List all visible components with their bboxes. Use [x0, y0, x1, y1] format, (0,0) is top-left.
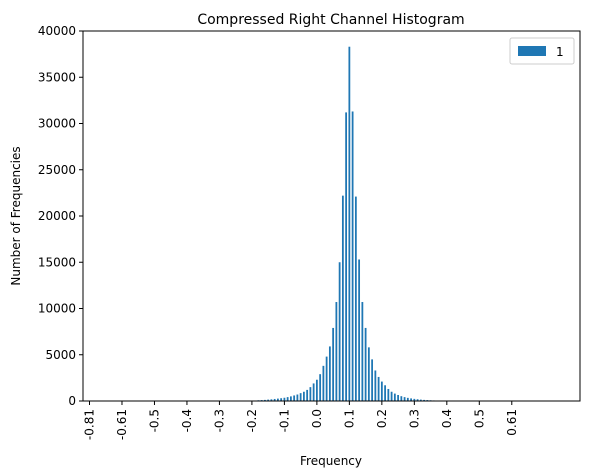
bar: [400, 396, 403, 401]
bar: [358, 259, 361, 401]
bar: [296, 394, 299, 401]
bar: [283, 397, 286, 401]
legend-label: 1: [556, 45, 564, 59]
bar: [397, 394, 399, 401]
y-tick-label: 35000: [38, 70, 76, 84]
bar: [286, 397, 289, 401]
x-tick-label: 0.3: [407, 409, 421, 428]
bar: [384, 385, 386, 401]
x-tick-label: 0.61: [505, 409, 519, 436]
bar: [341, 195, 344, 401]
bar: [406, 397, 409, 401]
y-tick-label: 10000: [38, 302, 76, 316]
bar: [267, 399, 270, 401]
bar: [380, 381, 383, 401]
y-axis-label: Number of Frequencies: [9, 146, 23, 285]
plot-frame: [82, 30, 581, 402]
bar: [390, 391, 393, 401]
x-tick-label: 0.4: [440, 409, 454, 428]
bar: [374, 370, 377, 401]
bar: [290, 396, 292, 402]
x-axis: -0.81 -0.61 -0.5 -0.4 -0.3 -0.2 -0.1 0.0 0.1 0.2 0…: [83, 401, 519, 440]
bar: [345, 112, 348, 402]
x-tick-label: -0.81: [83, 409, 97, 440]
bar: [351, 111, 354, 401]
bar: [338, 262, 341, 401]
bar: [335, 302, 338, 401]
bar: [306, 389, 309, 401]
bar: [312, 383, 315, 401]
x-tick-label: 0.0: [310, 409, 324, 428]
bar: [371, 359, 373, 402]
bar: [322, 365, 325, 401]
bar: [303, 391, 305, 401]
bar: [270, 399, 273, 401]
bar: [264, 399, 266, 401]
y-tick-label: 25000: [38, 163, 76, 177]
bar: [393, 393, 396, 401]
bar: [328, 346, 331, 401]
bar: [299, 393, 302, 401]
bar: [387, 388, 390, 401]
bar: [293, 395, 296, 401]
bar: [416, 399, 419, 401]
bars-group: [251, 46, 455, 402]
bar: [364, 327, 367, 401]
x-axis-label: Frequency: [300, 454, 362, 468]
x-tick-label: -0.61: [115, 409, 129, 440]
y-tick-label: 20000: [38, 209, 76, 223]
bar: [377, 376, 380, 401]
bar: [280, 398, 283, 401]
bar: [367, 347, 370, 401]
bar: [309, 387, 312, 402]
legend-swatch: [518, 46, 546, 56]
y-axis: 0 5000 10000 15000 20000 25000 30000 35000 40000: [38, 24, 83, 408]
bar: [413, 398, 416, 401]
bar: [315, 379, 318, 401]
bar: [325, 356, 328, 401]
x-tick-label: 0.2: [375, 409, 389, 428]
bar: [423, 399, 425, 401]
bar: [277, 398, 279, 401]
bar: [354, 196, 357, 401]
x-tick-label: -0.4: [180, 409, 194, 432]
bar: [332, 327, 335, 401]
bar: [419, 399, 422, 401]
y-tick-label: 15000: [38, 255, 76, 269]
bar: [410, 398, 412, 401]
x-tick-label: 0.5: [472, 409, 486, 428]
bar: [361, 302, 364, 401]
bar: [403, 397, 406, 401]
x-tick-label: -0.5: [147, 409, 161, 432]
x-tick-label: 0.1: [342, 409, 356, 428]
y-tick-label: 5000: [45, 348, 76, 362]
x-tick-label: -0.3: [212, 409, 226, 432]
x-tick-label: -0.1: [277, 409, 291, 432]
y-tick-label: 30000: [38, 117, 76, 131]
bar: [319, 374, 322, 401]
bar: [348, 46, 351, 401]
x-tick-label: -0.2: [245, 409, 259, 432]
y-tick-label: 0: [68, 394, 76, 408]
legend: 1: [509, 37, 575, 65]
y-tick-label: 40000: [38, 24, 76, 38]
bar: [273, 398, 276, 401]
chart-title: Compressed Right Channel Histogram: [197, 12, 464, 28]
